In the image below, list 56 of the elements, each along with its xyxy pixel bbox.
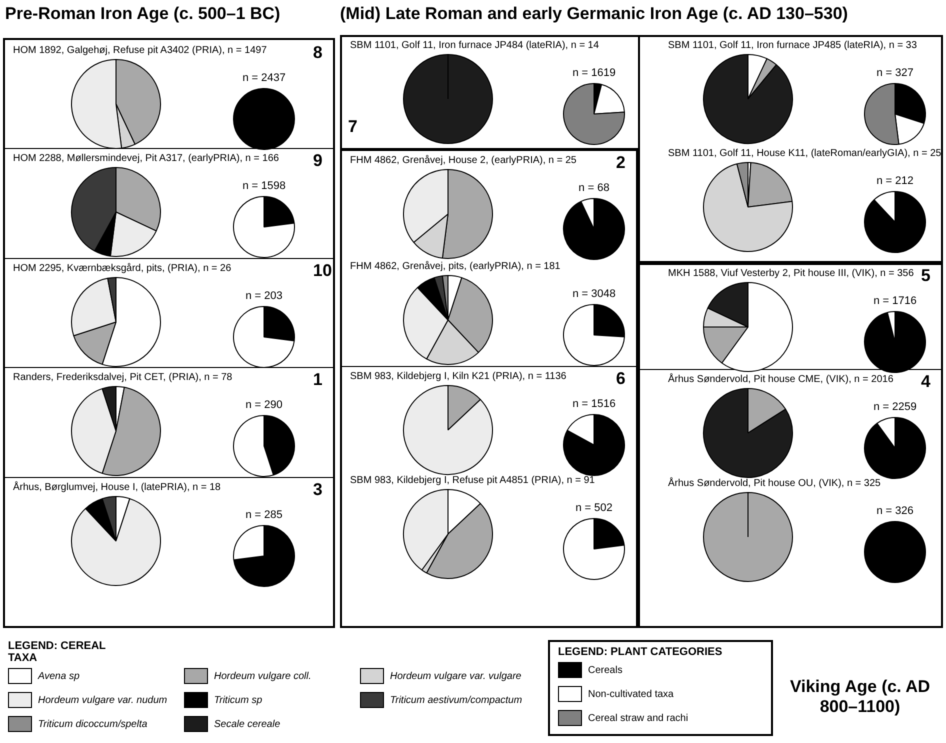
legend-label: Hordeum vulgare var. nudum: [38, 694, 168, 706]
chart-title: n = 3048: [571, 288, 617, 300]
chart-title: SBM 1101, Golf 11, House K11, (lateRoman/earlyGIA), n = 25: [668, 148, 942, 159]
chart-title: n = 203: [244, 290, 284, 302]
legend-label: Hordeum vulgare var. vulgare: [390, 670, 522, 682]
chart-title: Århus Søndervold, Pit house CME, (VIK), n = 2016: [668, 374, 894, 385]
text: 7: [348, 117, 358, 137]
chart-title: HOM 2288, Møllersmindevej, Pit A317, (earlyPRIA), n = 166: [13, 153, 279, 164]
text: (Mid) Late Roman and early Germanic Iron Age (c. AD 130–530): [340, 4, 848, 24]
chart-title: FHM 4862, Grenåvej, House 2, (earlyPRIA), n = 25: [350, 155, 576, 166]
chart-title: n = 1516: [571, 398, 617, 410]
chart-title: n = 1716: [872, 295, 918, 307]
chart-title: n = 327: [875, 67, 914, 79]
text: 3: [313, 480, 322, 500]
legend-label: Triticum dicoccum/spelta: [38, 718, 148, 730]
legend-label: Avena sp: [38, 670, 80, 682]
legend-label: Non-cultivated taxa: [588, 688, 674, 700]
chart-title: n = 502: [574, 502, 614, 514]
text: 2: [616, 153, 626, 173]
chart-title: HOM 1892, Galgehøj, Refuse pit A3402 (PRIA), n = 1497: [13, 45, 267, 56]
chart-title: n = 326: [875, 505, 914, 517]
chart-title: n = 1598: [241, 180, 287, 192]
chart-title: n = 212: [875, 175, 914, 187]
chart-title: SBM 1101, Golf 11, Iron furnace JP485 (lateRIA), n = 33: [668, 40, 917, 51]
text: 10: [313, 261, 332, 281]
text: Pre-Roman Iron Age (c. 500–1 BC): [5, 4, 280, 24]
chart-title: n = 2437: [241, 72, 287, 84]
chart-title: n = 285: [244, 509, 284, 521]
text: Viking Age (c. AD 800–1100): [788, 677, 932, 717]
chart-title: HOM 2295, Kværnbæksgård, pits, (PRIA), n = 26: [13, 263, 232, 274]
text: 4: [921, 372, 930, 392]
legend-label: Cereal straw and rachi: [588, 712, 688, 724]
chart-title: Randers, Frederiksdalvej, Pit CET, (PRIA), n = 78: [13, 372, 232, 383]
text: 9: [313, 151, 322, 171]
text: 6: [616, 369, 626, 389]
text: 8: [313, 43, 322, 63]
text: 5: [921, 266, 930, 286]
chart-title: n = 2259: [872, 401, 918, 413]
chart-title: Århus, Børglumvej, House I, (latePRIA), n = 18: [13, 482, 221, 493]
legend-label: Cereals: [588, 664, 622, 676]
chart-title: SBM 1101, Golf 11, Iron furnace JP484 (lateRIA), n = 14: [350, 40, 599, 51]
chart-title: n = 290: [244, 399, 284, 411]
legend-label: Triticum aestivum/compactum: [390, 694, 522, 706]
legend-title: LEGEND: CEREAL TAXA: [8, 640, 107, 664]
legend-title: LEGEND: PLANT CATEGORIES: [558, 646, 724, 658]
chart-title: MKH 1588, Viuf Vesterby 2, Pit house III, (VIK), n = 356: [668, 268, 914, 279]
text: 1: [313, 370, 322, 390]
legend-label: Hordeum vulgare coll.: [214, 670, 312, 682]
legend-label: Secale cereale: [214, 718, 280, 730]
legend-label: Triticum sp: [214, 694, 262, 706]
chart-title: n = 1619: [571, 67, 617, 79]
chart-title: Århus Søndervold, Pit house OU, (VIK), n = 325: [668, 478, 881, 489]
chart-title: FHM 4862, Grenåvej, pits, (earlyPRIA), n = 181: [350, 261, 560, 272]
chart-title: SBM 983, Kildebjerg I, Kiln K21 (PRIA), n = 1136: [350, 371, 566, 382]
chart-title: n = 68: [578, 182, 610, 194]
chart-title: SBM 983, Kildebjerg I, Refuse pit A4851 (PRIA), n = 91: [350, 475, 595, 486]
